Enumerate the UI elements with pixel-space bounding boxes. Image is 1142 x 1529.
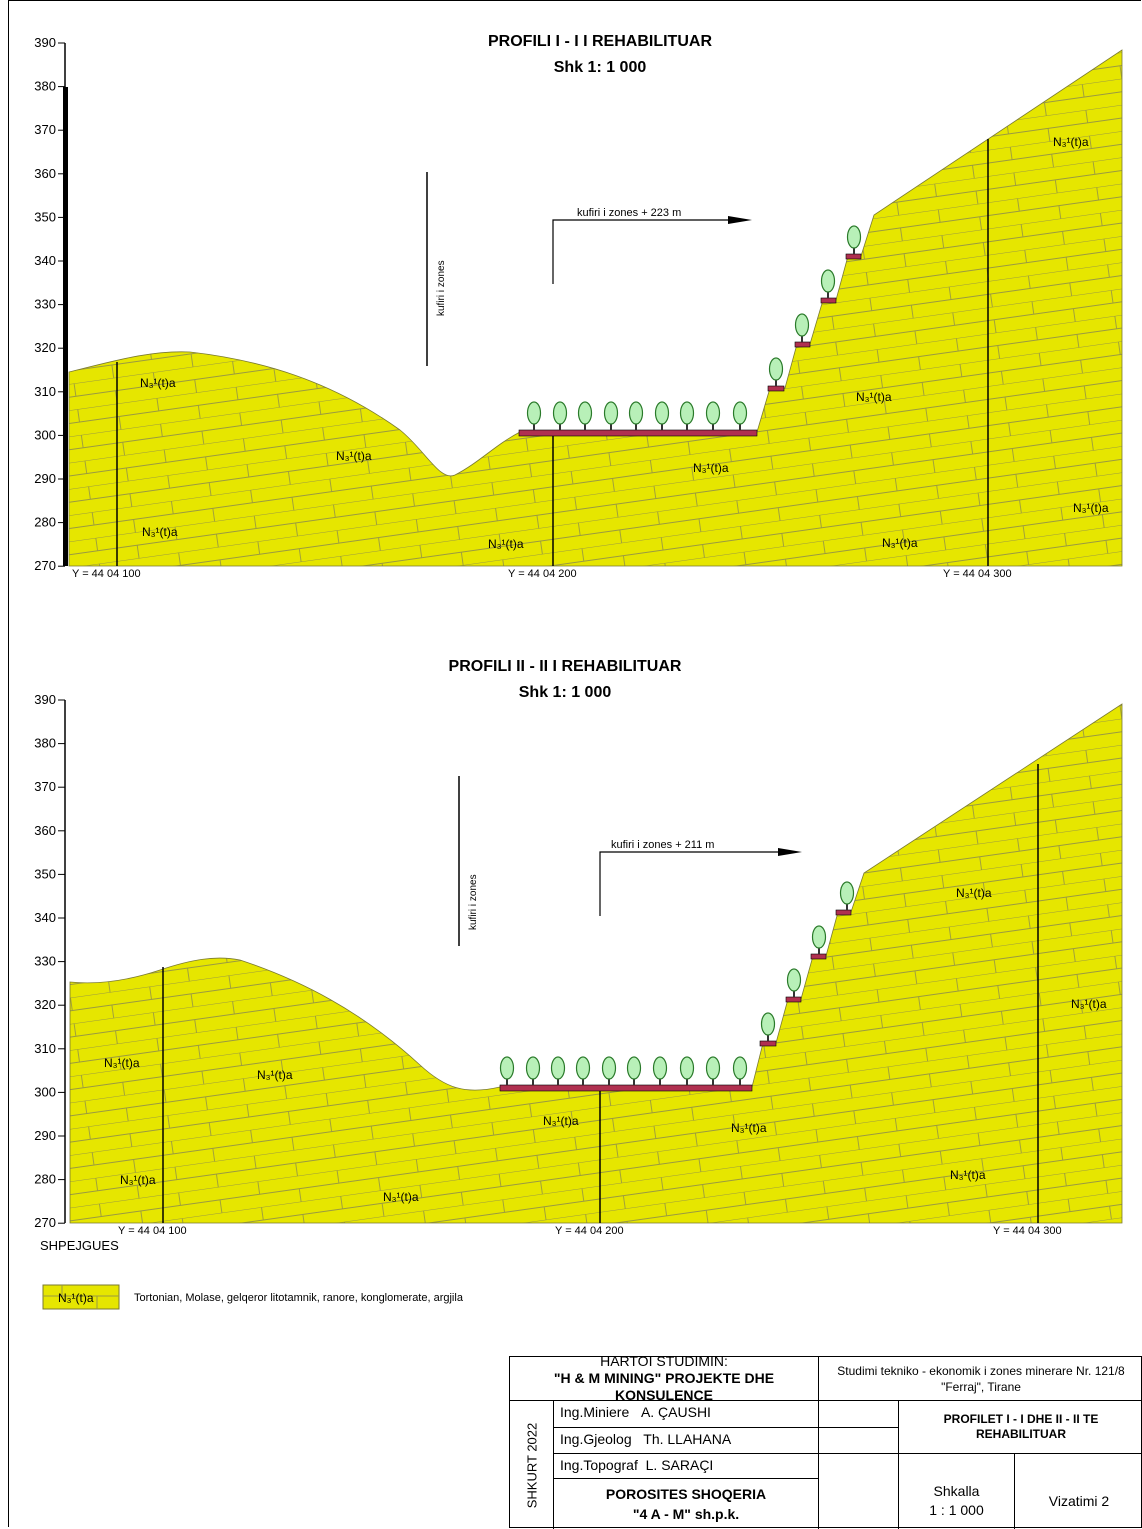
y-axis: 390 380 370 360 350 340 330 320 310 300 290 280 270 [34, 692, 66, 1230]
profile-title: PROFILI II - II I REHABILITUAR [449, 658, 682, 675]
y-tick-label: 330 [34, 954, 56, 969]
y-tick-label: 360 [34, 823, 56, 838]
engineer-row: Ing.Topograf L. SARAÇI [554, 1454, 819, 1479]
y-tick-label: 340 [34, 253, 56, 268]
y-tick-label: 320 [34, 997, 56, 1012]
client-heading: POROSITES SHOQERIA [605, 1486, 767, 1502]
date-label: SHKURT 2022 [524, 1422, 540, 1508]
zone-offset-label: kufiri i zones + 211 m [611, 839, 714, 851]
section-label: Y = 44 04 200 [508, 568, 577, 580]
formation-label: N₃¹(t)a [1053, 135, 1089, 149]
signature-cell [819, 1401, 899, 1428]
profile-scale: Shk 1: 1 000 [519, 684, 612, 701]
formation-label: N₃¹(t)a [140, 376, 176, 390]
y-tick-label: 330 [34, 297, 56, 312]
y-tick-label: 300 [34, 1084, 56, 1099]
zone-boundary-label: kufiri i zones [468, 874, 479, 930]
formation-label: N₃¹(t)a [731, 1121, 767, 1135]
y-tick-label: 300 [34, 427, 56, 442]
y-tick-label: 290 [34, 1128, 56, 1143]
y-tick-label: 390 [34, 692, 56, 707]
engineer-row: Ing.Miniere A. ÇAUSHI [554, 1401, 819, 1428]
formation-label: N₃¹(t)a [1073, 501, 1109, 515]
zone-boundary-label: kufiri i zones [436, 260, 447, 316]
formation-label: N₃¹(t)a [856, 390, 892, 404]
y-tick-label: 290 [34, 471, 56, 486]
formation-label: N₃¹(t)a [120, 1173, 156, 1187]
scale-label: Shkalla [933, 1482, 980, 1499]
drawing-title: PROFILET I - I DHE II - II TE REHABILITU… [899, 1401, 1142, 1454]
engineer-row: Ing.Gjeolog Th. LLAHANA [554, 1428, 819, 1454]
author-heading: HARTOI STUDIMIN: [600, 1353, 728, 1369]
drawing-number: Vizatimi 2 [1048, 1492, 1110, 1509]
profile-scale: Shk 1: 1 000 [554, 59, 647, 76]
formation-label: N₃¹(t)a [104, 1056, 140, 1070]
formation-label: N₃¹(t)a [693, 461, 729, 475]
scale-cell: Shkalla 1 : 1 000 [899, 1454, 1015, 1529]
drawing-frame [8, 0, 1141, 1527]
y-tick-label: 380 [34, 736, 56, 751]
section-label: Y = 44 04 300 [993, 1225, 1062, 1237]
formation-label: N₃¹(t)a [142, 525, 178, 539]
y-tick-label: 270 [34, 558, 56, 573]
legend-swatch-label: N₃¹(t)a [58, 1291, 94, 1305]
author-company: "H & M MINING" PROJEKTE DHE KONSULENCE [553, 1370, 775, 1403]
y-tick-label: 370 [34, 122, 56, 137]
profile-2: PROFILI II - II I REHABILITUAR Shk 1: 1 … [34, 658, 1123, 1237]
zone-offset-label: kufiri i zones + 223 m [577, 207, 681, 219]
y-tick-label: 360 [34, 166, 56, 181]
terrain-section [69, 703, 1123, 1224]
formation-label: N₃¹(t)a [956, 886, 992, 900]
y-axis: 390 380 370 360 350 340 330 320 310 300 290 280 270 [34, 35, 68, 573]
legend-title: SHPEJGUES [40, 1238, 119, 1253]
study-title: Studimi tekniko - ekonomik i zones miner… [819, 1357, 1142, 1401]
y-tick-label: 390 [34, 35, 56, 50]
y-tick-label: 350 [34, 866, 56, 881]
formation-label: N₃¹(t)a [543, 1114, 579, 1128]
formation-label: N₃¹(t)a [383, 1190, 419, 1204]
section-label: Y = 44 04 100 [72, 568, 141, 580]
y-tick-label: 340 [34, 910, 56, 925]
title-block: HARTOI STUDIMIN: "H & M MINING" PROJEKTE… [509, 1353, 1142, 1529]
formation-label: N₃¹(t)a [488, 537, 524, 551]
y-tick-label: 370 [34, 779, 56, 794]
y-tick-label: 280 [34, 1172, 56, 1187]
y-tick-label: 380 [34, 79, 56, 94]
terrain-section [68, 49, 1123, 567]
client-name: "4 A - M" sh.p.k. [632, 1506, 740, 1522]
y-tick-label: 270 [34, 1215, 56, 1230]
formation-label: N₃¹(t)a [950, 1168, 986, 1182]
author-cell: HARTOI STUDIMIN: "H & M MINING" PROJEKTE… [510, 1353, 819, 1403]
date-cell: SHKURT 2022 [510, 1401, 554, 1529]
formation-label: N₃¹(t)a [336, 449, 372, 463]
section-label: Y = 44 04 200 [555, 1225, 624, 1237]
section-label: Y = 44 04 100 [118, 1225, 187, 1237]
formation-label: N₃¹(t)a [882, 536, 918, 550]
y-tick-label: 280 [34, 515, 56, 530]
spacer-cell [819, 1454, 899, 1529]
profile-title: PROFILI I - I I REHABILITUAR [488, 33, 712, 50]
legend-description: Tortonian, Molase, gelqeror litotamnik, … [134, 1292, 463, 1304]
legend-swatch: N₃¹(t)a [42, 1284, 120, 1310]
y-tick-label: 310 [34, 1041, 56, 1056]
profile-1: PROFILI I - I I REHABILITUAR Shk 1: 1 00… [34, 33, 1123, 580]
y-tick-label: 350 [34, 209, 56, 224]
formation-label: N₃¹(t)a [1071, 997, 1107, 1011]
section-label: Y = 44 04 300 [943, 568, 1012, 580]
scale-value: 1 : 1 000 [929, 1501, 984, 1518]
client-cell: POROSITES SHOQERIA "4 A - M" sh.p.k. [554, 1479, 819, 1529]
y-tick-label: 320 [34, 340, 56, 355]
y-tick-label: 310 [34, 384, 56, 399]
formation-label: N₃¹(t)a [257, 1068, 293, 1082]
